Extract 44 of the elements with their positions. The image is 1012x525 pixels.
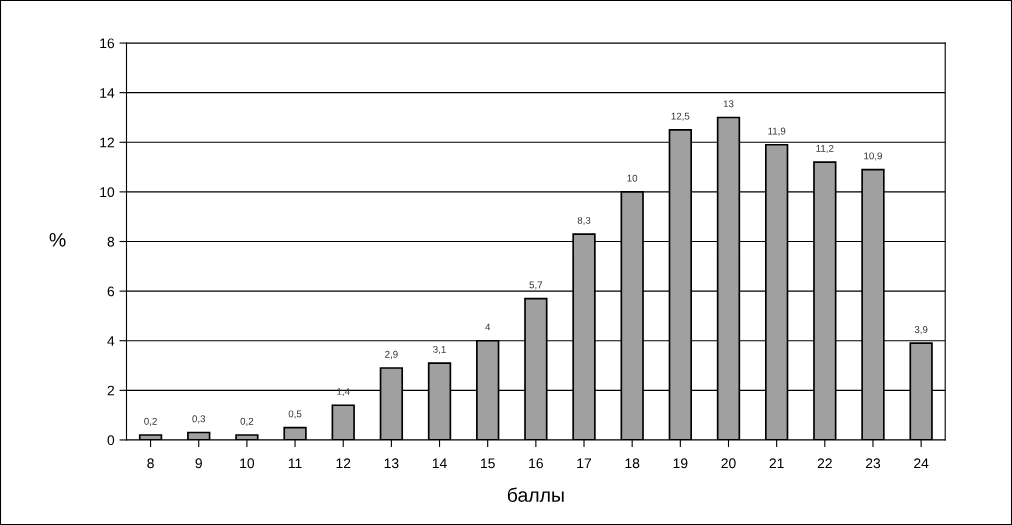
data-label: 0,5 — [288, 410, 302, 419]
y-tick-label: 4 — [107, 336, 115, 346]
data-label: 10 — [627, 174, 638, 182]
x-tick-label: 14 — [432, 458, 447, 469]
data-label: 0,3 — [192, 415, 206, 424]
x-tick-label: 16 — [529, 458, 543, 469]
x-tick-label: 23 — [865, 458, 881, 469]
x-tick-label: 8 — [147, 458, 154, 469]
y-tick-label: 0 — [107, 435, 115, 446]
x-tick-label: 10 — [240, 458, 255, 469]
x-tick-label: 24 — [914, 458, 929, 469]
y-tick-label: 14 — [100, 88, 115, 98]
y-tick-label: 16 — [100, 38, 115, 49]
x-tick-label: 11 — [288, 458, 302, 469]
data-label: 3,9 — [914, 326, 928, 335]
data-label: 5,7 — [529, 281, 543, 290]
data-label: 4 — [485, 323, 491, 331]
data-label: 0,2 — [144, 417, 157, 426]
y-tick-label: 6 — [107, 286, 115, 297]
x-tick-label: 13 — [384, 458, 399, 469]
x-axis-title: баллы — [507, 487, 564, 502]
y-axis-title: % — [49, 233, 66, 247]
y-tick-label: 2 — [107, 385, 114, 396]
x-tick-label: 20 — [721, 458, 736, 469]
data-label: 11,9 — [768, 127, 786, 136]
data-label: 12,5 — [671, 112, 690, 121]
data-label: 10,9 — [864, 152, 882, 161]
x-tick-label: 21 — [769, 458, 784, 469]
data-label: 2,9 — [385, 350, 398, 359]
x-tick-label: 12 — [336, 458, 351, 469]
x-tick-label: 17 — [577, 458, 592, 469]
data-label: 3,1 — [433, 345, 446, 354]
x-tick-label: 15 — [481, 458, 495, 469]
x-tick-label: 9 — [195, 458, 202, 469]
data-label: 0,2 — [240, 417, 254, 426]
y-tick-label: 10 — [100, 187, 115, 198]
x-tick-label: 19 — [673, 458, 688, 469]
y-tick-label: 12 — [100, 137, 114, 148]
x-tick-label: 18 — [625, 458, 640, 469]
data-label: 13 — [723, 100, 734, 108]
x-tick-label: 22 — [817, 458, 832, 469]
y-tick-label: 8 — [107, 236, 115, 247]
data-label: 8,3 — [577, 216, 591, 225]
data-label: 11,2 — [816, 144, 834, 154]
